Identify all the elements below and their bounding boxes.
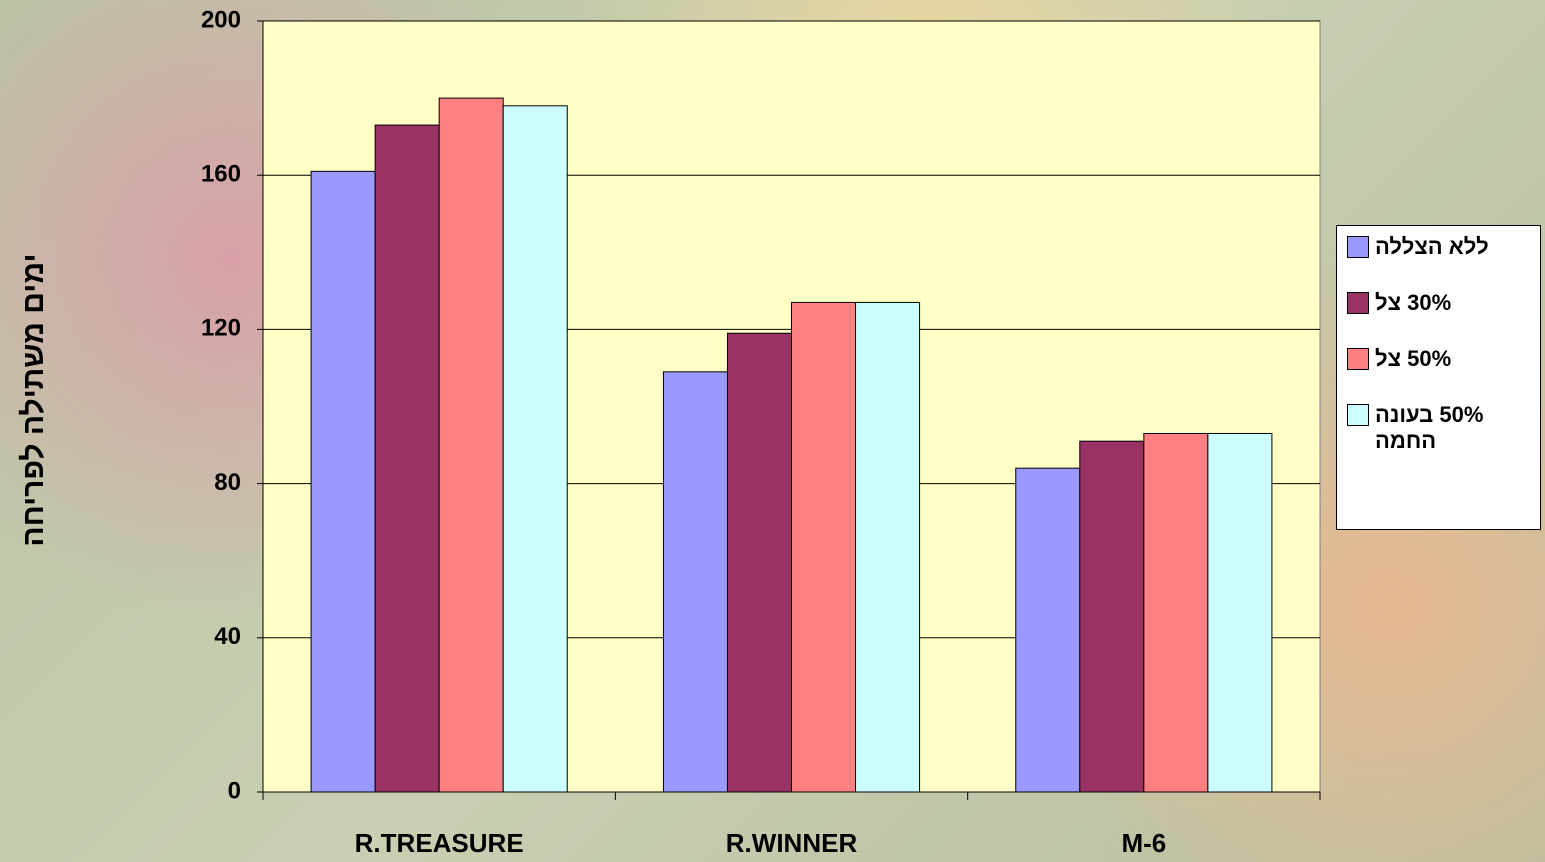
bar — [855, 301, 921, 793]
bar — [791, 301, 857, 793]
y-tick-label: 160 — [201, 161, 241, 188]
legend: ללא הצללה 30% צל 50% צל 50% בעונה החמה — [1336, 225, 1541, 530]
legend-label: ללא הצללה — [1375, 234, 1489, 259]
x-tick-label: M-6 — [1121, 828, 1166, 858]
y-tick-label: 120 — [201, 315, 241, 342]
bar — [374, 124, 440, 793]
legend-label: 50% בעונה החמה — [1375, 402, 1484, 453]
bar — [1079, 440, 1145, 793]
bar — [662, 371, 728, 793]
legend-label: 50% צל — [1375, 346, 1452, 371]
y-tick-label: 200 — [201, 6, 241, 33]
legend-entry: 50% בעונה החמה — [1347, 402, 1530, 454]
legend-entry: 50% צל — [1347, 346, 1530, 372]
y-axis-title: ימים משתילה לפריחה — [17, 253, 50, 546]
bar — [502, 105, 568, 793]
legend-entry: 30% צל — [1347, 290, 1530, 316]
x-tick-label: R.TREASURE — [355, 828, 524, 858]
x-tick-label: R.WINNER — [726, 828, 858, 858]
y-tick-label: 40 — [214, 623, 241, 650]
legend-entry: ללא הצללה — [1347, 234, 1530, 260]
bar — [310, 170, 376, 793]
legend-swatch — [1347, 348, 1369, 370]
bar — [1207, 432, 1273, 793]
y-tick-label: 0 — [228, 777, 241, 804]
bar — [726, 332, 793, 793]
bar — [1015, 467, 1081, 793]
legend-swatch — [1347, 236, 1369, 258]
y-tick-label: 80 — [214, 469, 241, 496]
legend-swatch — [1347, 292, 1369, 314]
bar — [438, 97, 504, 793]
bar — [1143, 432, 1209, 793]
legend-swatch — [1347, 404, 1369, 426]
legend-label: 30% צל — [1375, 290, 1452, 315]
